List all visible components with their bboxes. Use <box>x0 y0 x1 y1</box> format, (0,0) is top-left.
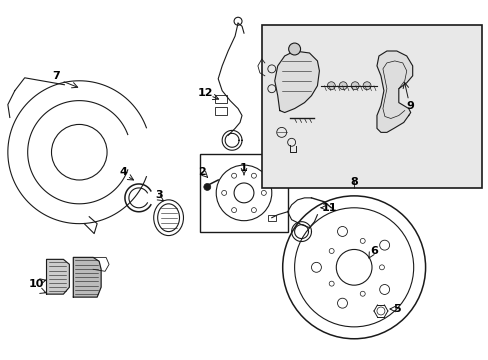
Text: 7: 7 <box>53 71 60 81</box>
Text: 10: 10 <box>29 279 44 289</box>
Text: 9: 9 <box>406 100 414 111</box>
Text: 8: 8 <box>349 177 357 187</box>
Text: 4: 4 <box>119 167 126 177</box>
Circle shape <box>203 184 210 190</box>
Text: 3: 3 <box>155 190 162 200</box>
Polygon shape <box>73 257 101 297</box>
Circle shape <box>326 82 335 90</box>
Bar <box>267 215 275 221</box>
Bar <box>262 25 481 188</box>
Text: 11: 11 <box>321 203 336 213</box>
Text: 5: 5 <box>392 304 400 314</box>
Text: 6: 6 <box>369 247 377 256</box>
Circle shape <box>339 82 346 90</box>
Text: 1: 1 <box>240 163 247 173</box>
Polygon shape <box>376 51 412 132</box>
Bar <box>215 95 226 103</box>
Polygon shape <box>274 51 319 113</box>
Circle shape <box>362 82 370 90</box>
Bar <box>200 154 287 231</box>
Circle shape <box>288 43 300 55</box>
Text: 2: 2 <box>198 167 206 177</box>
Polygon shape <box>46 260 69 294</box>
Text: 12: 12 <box>197 88 213 98</box>
Bar <box>215 107 226 114</box>
Circle shape <box>350 82 358 90</box>
